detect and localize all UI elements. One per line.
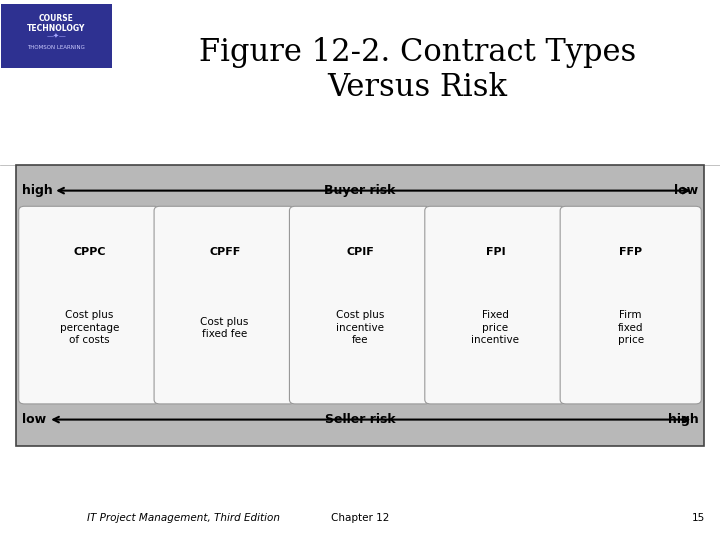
Text: Figure 12-2. Contract Types
Versus Risk: Figure 12-2. Contract Types Versus Risk: [199, 37, 636, 103]
Text: —✦—: —✦—: [46, 32, 66, 39]
FancyBboxPatch shape: [1, 4, 112, 68]
Text: CPIF: CPIF: [346, 247, 374, 257]
Text: Chapter 12: Chapter 12: [330, 514, 390, 523]
FancyBboxPatch shape: [425, 206, 566, 404]
Text: Firm
fixed
price: Firm fixed price: [618, 310, 644, 345]
Text: Cost plus
fixed fee: Cost plus fixed fee: [200, 316, 249, 339]
FancyBboxPatch shape: [560, 206, 701, 404]
Text: Cost plus
percentage
of costs: Cost plus percentage of costs: [60, 310, 119, 345]
Text: high: high: [667, 413, 698, 426]
FancyBboxPatch shape: [289, 206, 431, 404]
Text: 15: 15: [692, 514, 705, 523]
Text: Seller risk: Seller risk: [325, 413, 395, 426]
Text: FFP: FFP: [619, 247, 642, 257]
Text: THOMSON LEARNING: THOMSON LEARNING: [27, 45, 85, 50]
Text: low: low: [674, 184, 698, 197]
Text: COURSE
TECHNOLOGY: COURSE TECHNOLOGY: [27, 14, 86, 33]
Text: CPPC: CPPC: [73, 247, 106, 257]
Text: FPI: FPI: [485, 247, 505, 257]
FancyBboxPatch shape: [16, 165, 704, 446]
Text: low: low: [22, 413, 46, 426]
Text: Buyer risk: Buyer risk: [324, 184, 396, 197]
Text: Cost plus
incentive
fee: Cost plus incentive fee: [336, 310, 384, 345]
Text: CPFF: CPFF: [209, 247, 240, 257]
FancyBboxPatch shape: [154, 206, 295, 404]
Text: Fixed
price
incentive: Fixed price incentive: [472, 310, 519, 345]
Text: IT Project Management, Third Edition: IT Project Management, Third Edition: [87, 514, 280, 523]
FancyBboxPatch shape: [19, 206, 160, 404]
Text: high: high: [22, 184, 53, 197]
